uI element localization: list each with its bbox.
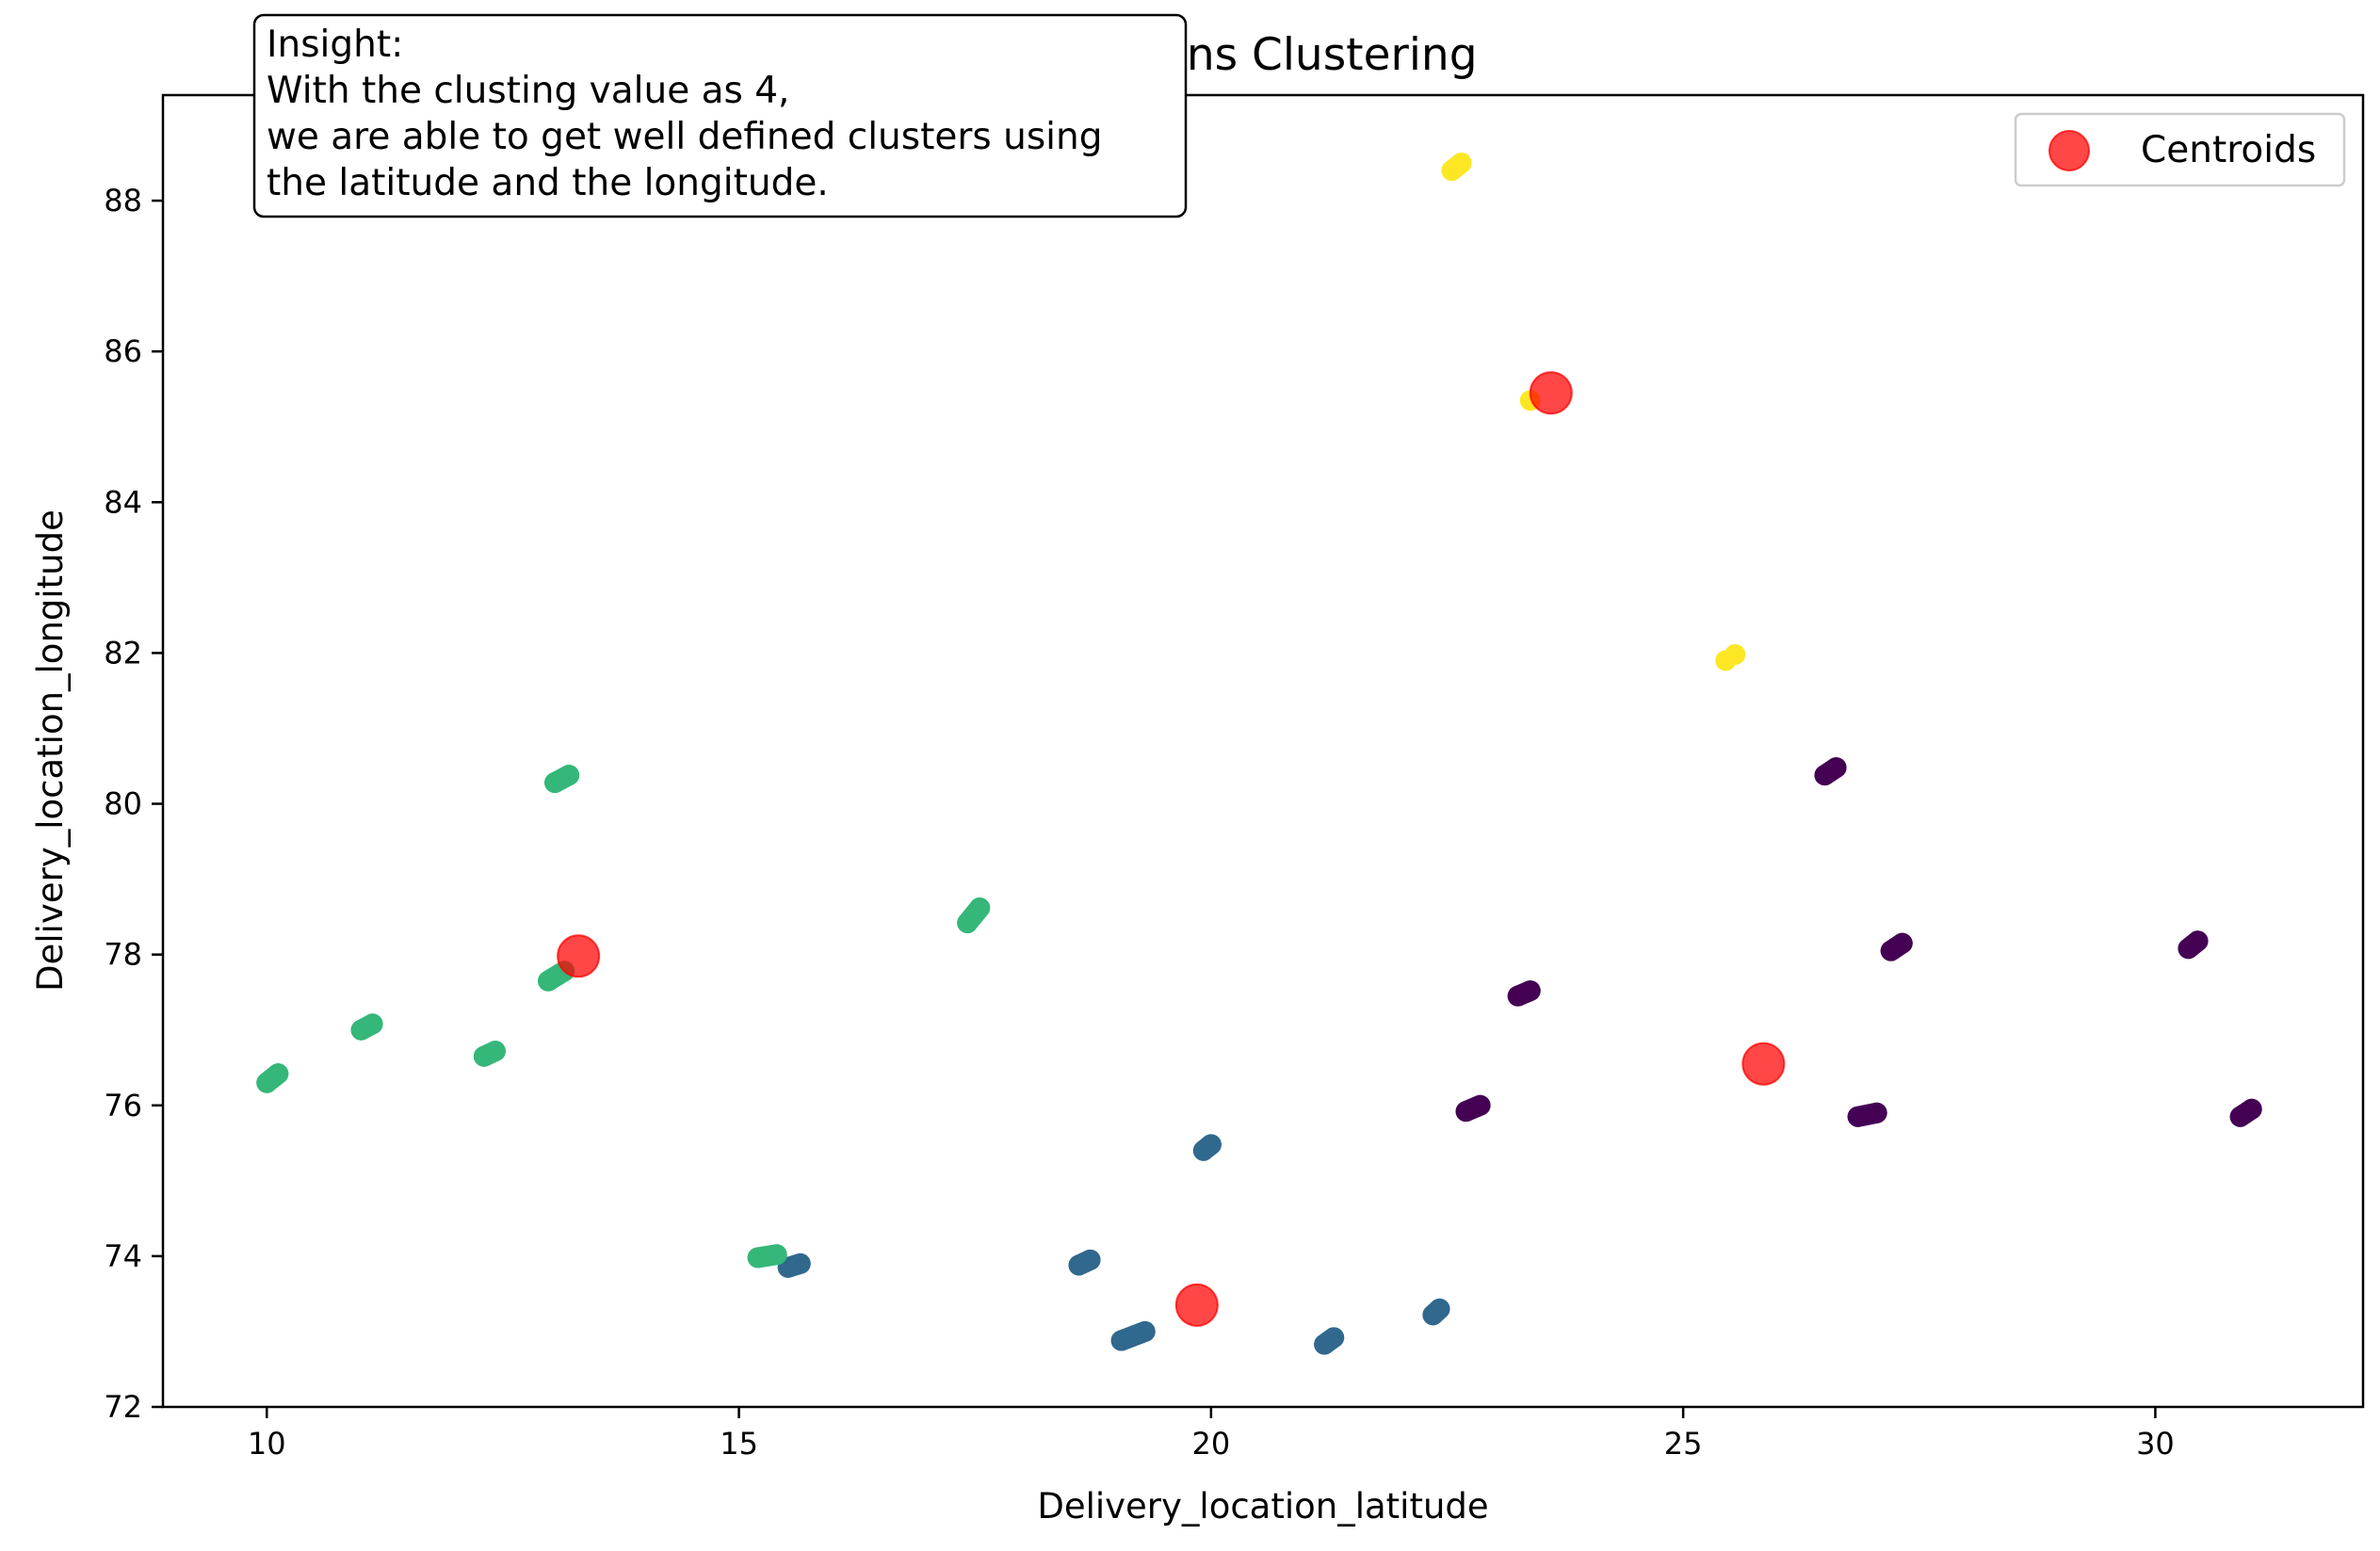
- x-axis: 10 15 20 25 30: [248, 1407, 2175, 1462]
- insight-line: we are able to get well defined clusters…: [267, 116, 1102, 158]
- legend-centroid-marker: [2048, 130, 2090, 171]
- y-tick-label: 72: [104, 1389, 142, 1425]
- y-tick-label: 84: [104, 484, 142, 520]
- centroids-layer: [557, 371, 1786, 1327]
- cluster-1-segment: [1068, 1249, 1101, 1276]
- legend-frame: [2014, 112, 2346, 187]
- cluster-1-segment: [1110, 1320, 1156, 1351]
- cluster-0-segment: [1880, 932, 1913, 961]
- cluster-0-segment: [1455, 1094, 1491, 1123]
- cluster-2-segment: [473, 1041, 506, 1067]
- cluster-1-segment: [1192, 1134, 1222, 1161]
- cluster-1-segment: [1422, 1298, 1450, 1326]
- insight-line: Insight:: [267, 24, 403, 66]
- x-tick-label: 10: [248, 1426, 286, 1462]
- cluster-2-segment: [957, 897, 991, 934]
- y-tick-label: 78: [104, 937, 142, 973]
- x-tick-label: 15: [720, 1426, 758, 1462]
- y-tick-label: 88: [104, 183, 142, 218]
- plot-frame: [161, 93, 2365, 1409]
- cluster-0-segment: [1814, 757, 1847, 786]
- cluster-1-segment: [777, 1252, 811, 1278]
- cluster-0-segment: [1847, 1102, 1887, 1127]
- y-axis-label: Delivery_location_longitude: [30, 509, 71, 992]
- x-tick-label: 30: [2136, 1426, 2175, 1462]
- x-tick-label: 20: [1191, 1426, 1230, 1462]
- cluster-3-segment: [1441, 153, 1472, 182]
- insight-box: [252, 13, 1188, 218]
- cluster-2-segment: [256, 1063, 289, 1093]
- legend-label: Centroids: [2141, 129, 2316, 171]
- y-tick-label: 82: [104, 635, 142, 670]
- cluster-2-segment: [544, 765, 580, 794]
- centroid-marker: [1174, 1283, 1219, 1327]
- cluster-0-segment: [2178, 930, 2209, 960]
- insight-annotation: Insight: With the clusting value as 4, w…: [252, 13, 1188, 218]
- cluster-3-point: [1724, 644, 1746, 666]
- legend: Centroids: [2014, 112, 2346, 187]
- y-axis: 72 74 76 78 80 82 84 86 88: [104, 183, 163, 1425]
- y-tick-label: 80: [104, 786, 142, 822]
- cluster-2-segment: [538, 961, 575, 992]
- centroid-marker: [1741, 1042, 1786, 1086]
- y-tick-label: 76: [104, 1088, 142, 1123]
- points-layer: [256, 153, 2262, 1355]
- insight-line: With the clusting value as 4,: [267, 70, 789, 112]
- cluster-2-segment: [747, 1244, 787, 1268]
- cluster-0-segment: [1507, 980, 1541, 1007]
- cluster-2-segment: [350, 1013, 383, 1041]
- centroid-marker: [1529, 371, 1573, 415]
- cluster-1-segment: [1314, 1327, 1345, 1355]
- y-tick-label: 86: [104, 333, 142, 369]
- x-axis-label: Delivery_location_latitude: [1037, 1486, 1488, 1527]
- y-tick-label: 74: [104, 1238, 142, 1274]
- centroid-marker: [557, 934, 601, 978]
- insight-line: the latitude and the longitude.: [267, 162, 829, 204]
- x-tick-label: 25: [1664, 1426, 1703, 1462]
- cluster-0-segment: [2229, 1098, 2262, 1127]
